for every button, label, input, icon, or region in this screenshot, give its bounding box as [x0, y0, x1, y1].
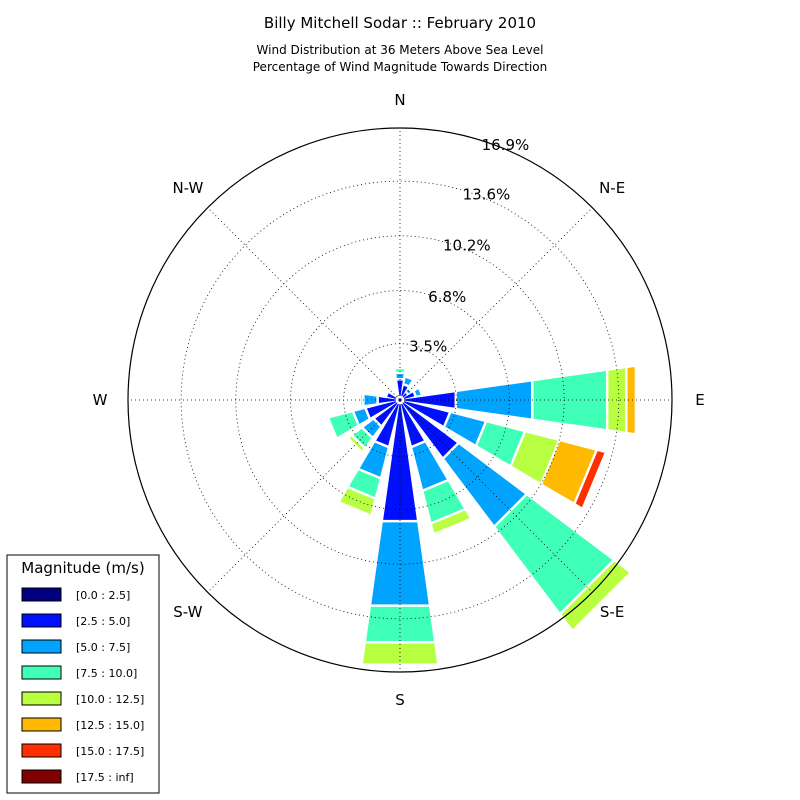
legend-label-4: [10.0 : 12.5]	[76, 693, 144, 706]
polar-labels: N N-E E S-E S S-W W N-W 3.5% 6.8% 10.2% 13.6% 16.9%	[93, 91, 705, 709]
wind-bar-dir-247.5-bin-2	[354, 409, 369, 424]
chart-title: Billy Mitchell Sodar :: February 2010	[264, 14, 536, 32]
wind-bar-dir-112.5-bin-2	[445, 413, 485, 445]
wind-bar-dir-0-bin-3	[395, 369, 405, 372]
direction-label-S-W: S-W	[173, 603, 202, 621]
wind-bar-dir-202.5-bin-3	[349, 470, 380, 497]
legend-label-3: [7.5 : 10.0]	[76, 667, 137, 680]
legend-items: [0.0 : 2.5] [2.5 : 5.0] [5.0 : 7.5] [7.5 : …	[21, 587, 144, 784]
chart-subtitle-line-2: Percentage of Wind Magnitude Towards Dir…	[253, 60, 547, 74]
wind-bar-dir-292.5-bin-1	[387, 393, 397, 399]
legend-swatch-1	[21, 613, 62, 628]
grid-spoke-N-W	[207, 207, 401, 401]
wind-bar-dir-22.5-bin-2	[404, 377, 412, 386]
wind-bar-dir-112.5-bin-6	[575, 451, 605, 508]
legend-label-5: [12.5 : 15.0]	[76, 719, 144, 732]
wind-bar-dir-225-bin-2	[363, 420, 380, 437]
legend-label-7: [17.5 : inf]	[76, 771, 134, 784]
legend-swatch-3	[21, 665, 62, 680]
wind-bar-dir-135-bin-4	[561, 561, 630, 630]
legend-title: Magnitude (m/s)	[21, 559, 144, 577]
legend-label-0: [0.0 : 2.5]	[76, 589, 130, 602]
direction-label-N-E: N-E	[599, 179, 625, 197]
grid-ring-1	[290, 290, 510, 510]
wind-bar-dir-180-bin-2	[371, 522, 429, 605]
wind-bar-dir-22.5-bin-1	[401, 385, 408, 397]
legend-swatch-7	[21, 769, 62, 784]
chart-subtitle-line-1: Wind Distribution at 36 Meters Above Sea…	[257, 43, 544, 57]
wind-bar-dir-180-bin-4	[362, 643, 438, 664]
legend-label-2: [5.0 : 7.5]	[76, 641, 130, 654]
direction-label-N-W: N-W	[172, 179, 203, 197]
wind-bar-dir-157.5-bin-3	[423, 481, 464, 522]
wind-bar-dir-180-bin-3	[366, 606, 434, 642]
direction-label-N: N	[394, 91, 405, 109]
legend-swatch-2	[21, 639, 62, 654]
wind-bar-dir-270-bin-3	[361, 394, 363, 406]
direction-label-S: S	[395, 691, 405, 709]
wind-bar-dir-225-bin-1	[375, 402, 398, 425]
wind-bar-dir-157.5-bin-1	[401, 403, 424, 446]
wind-bar-dir-112.5-bin-5	[542, 441, 596, 503]
grid-ring-3	[180, 180, 620, 620]
wind-bar-dir-90-bin-1	[404, 392, 455, 408]
grid-spoke-S-W	[207, 399, 401, 593]
wind-bar-dir-337.5-bin-1	[397, 394, 399, 397]
legend-swatch-6	[21, 743, 62, 758]
wind-bar-dir-157.5-bin-2	[412, 442, 447, 490]
wind-bar-dir-247.5-bin-3	[329, 412, 358, 437]
legend-swatch-0	[21, 587, 62, 602]
wind-bar-dir-202.5-bin-2	[359, 442, 388, 477]
wind-bar-dir-135-bin-1	[402, 402, 457, 457]
grid-spoke-N-E	[399, 207, 593, 401]
wind-bar-dir-247.5-bin-1	[366, 401, 397, 418]
wind-bar-dir-225-bin-4	[349, 436, 364, 451]
ring-label-2: 10.2%	[443, 237, 491, 255]
wind-bar-dir-112.5-bin-4	[512, 432, 558, 483]
legend-swatch-5	[21, 717, 62, 732]
legend-label-6: [15.0 : 17.5]	[76, 745, 144, 758]
wind-bar-dir-112.5-bin-1	[403, 401, 449, 426]
wind-bar-dir-202.5-bin-4	[340, 488, 375, 515]
direction-label-W: W	[93, 391, 108, 409]
wind-bar-dir-180-bin-1	[383, 404, 417, 520]
wind-bar-dir-0-bin-1	[397, 380, 403, 396]
wind-bar-dir-0-bin-2	[396, 374, 404, 379]
ring-label-4: 16.9%	[482, 136, 530, 154]
wind-bar-dir-67.5-bin-1	[403, 392, 415, 399]
ring-label-3: 13.6%	[463, 186, 511, 204]
wind-bar-dir-90-bin-3	[533, 371, 606, 429]
polar-grid	[128, 128, 672, 672]
direction-label-E: E	[695, 391, 704, 409]
wind-bar-dir-202.5-bin-1	[376, 403, 399, 446]
wind-bars	[329, 367, 635, 664]
grid-spoke-S-E	[399, 399, 593, 593]
wind-bar-dir-90-bin-5	[627, 367, 635, 433]
wind-bar-dir-225-bin-3	[353, 428, 372, 447]
wind-bar-dir-157.5-bin-4	[432, 510, 470, 533]
polar-outer-ring	[127, 127, 673, 673]
wind-bar-dir-270-bin-2	[364, 395, 377, 405]
ring-label-1: 6.8%	[428, 288, 466, 306]
wind-bar-dir-67.5-bin-2	[414, 389, 421, 396]
legend-label-1: [2.5 : 5.0]	[76, 615, 130, 628]
legend-swatch-4	[21, 691, 62, 706]
ring-label-0: 3.5%	[409, 337, 447, 355]
direction-label-S-E: S-E	[600, 603, 624, 621]
legend: Magnitude (m/s) [0.0 : 2.5] [2.5 : 5.0] [5…	[6, 554, 160, 794]
wind-bar-dir-90-bin-2	[457, 381, 532, 419]
